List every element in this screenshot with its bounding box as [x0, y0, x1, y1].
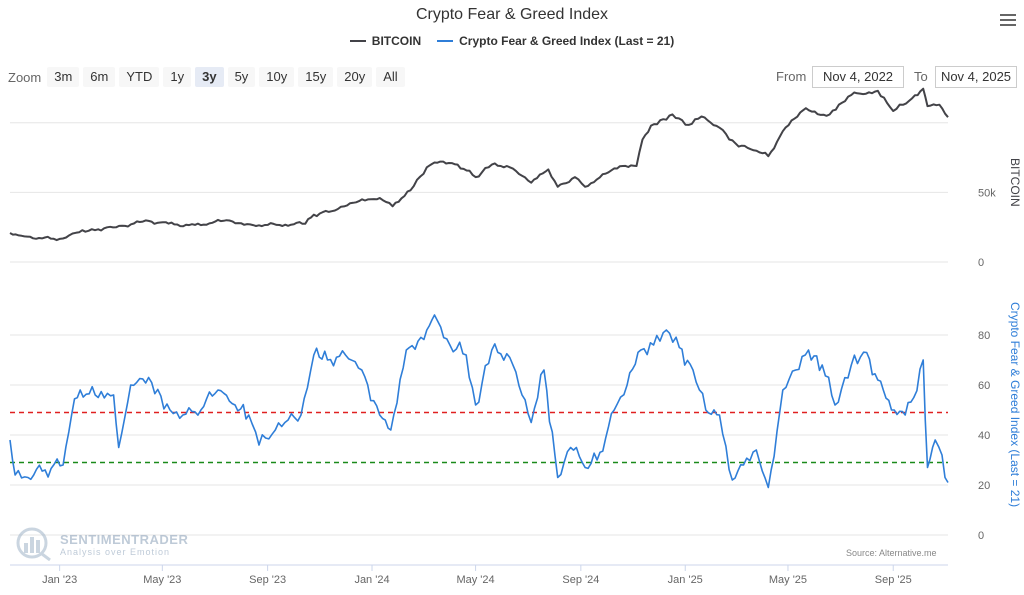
zoom-button-20y[interactable]: 20y — [337, 67, 373, 87]
source-note: Source: Alternative.me — [846, 548, 937, 558]
logo-icon — [16, 527, 51, 561]
range-from-input[interactable]: Nov 4, 2022 — [812, 66, 904, 88]
legend-item-fear-greed[interactable]: Crypto Fear & Greed Index (Last = 21) — [437, 34, 674, 48]
x-tick-label: Sep '23 — [249, 574, 286, 586]
range-to-label: To — [914, 69, 928, 84]
zoom-label: Zoom — [8, 69, 42, 85]
x-tick-label: Jan '23 — [42, 574, 77, 586]
sentimentrader-logo: SENTIMENTRADER Analysis over Emotion — [14, 527, 188, 561]
bitcoin-price-line — [9, 87, 949, 242]
zoom-button-3m[interactable]: 3m — [47, 67, 80, 87]
y-tick-label: 50k — [978, 187, 996, 199]
y-axis-title-fear-greed: Crypto Fear & Greed Index (Last = 21) — [1008, 302, 1022, 507]
legend-swatch-fear-greed — [437, 40, 454, 42]
series-lines — [9, 87, 949, 489]
range-to-input[interactable]: Nov 4, 2025 — [935, 66, 1017, 88]
chart-legend: BITCOIN Crypto Fear & Greed Index (Last … — [0, 34, 1024, 48]
zoom-button-6m[interactable]: 6m — [83, 67, 116, 87]
y-tick-label: 40 — [978, 430, 990, 442]
x-tick-label: May '24 — [456, 574, 494, 586]
zoom-button-15y[interactable]: 15y — [298, 67, 334, 87]
x-tick-label: Sep '25 — [875, 574, 912, 586]
zoom-button-all[interactable]: All — [376, 67, 405, 87]
y-tick-label: 0 — [978, 530, 984, 542]
zoom-button-1y[interactable]: 1y — [163, 67, 192, 87]
zoom-toolbar: Zoom 3m 6m YTD 1y 3y 5y 10y 15y 20y All — [8, 67, 409, 87]
x-tick-label: Jan '24 — [354, 574, 389, 586]
zoom-button-5y[interactable]: 5y — [227, 67, 256, 87]
watermark-subtitle: Analysis over Emotion — [60, 546, 171, 557]
x-tick-label: Jan '25 — [668, 574, 703, 586]
legend-item-bitcoin[interactable]: BITCOIN — [349, 34, 422, 48]
zoom-button-ytd[interactable]: YTD — [119, 67, 160, 87]
x-tick-label: May '25 — [769, 574, 807, 586]
axis-ticks: 0 50k 0 20 40 60 80 Jan '23 May '23 Sep '23 Jan '2… — [10, 187, 996, 586]
y-tick-label: 20 — [978, 480, 990, 492]
legend-label-bitcoin: BITCOIN — [371, 34, 422, 48]
y-tick-label: 0 — [978, 257, 984, 269]
reference-lines — [10, 411, 948, 464]
zoom-button-3y[interactable]: 3y — [195, 67, 224, 87]
chart-title: Crypto Fear & Greed Index — [415, 6, 609, 23]
y-axis-title-bitcoin: BITCOIN — [1008, 158, 1022, 207]
zoom-button-10y[interactable]: 10y — [259, 67, 295, 87]
grid-lines — [10, 122, 948, 536]
x-tick-label: Sep '24 — [562, 574, 599, 586]
legend-swatch-bitcoin — [349, 40, 366, 42]
x-tick-label: May '23 — [143, 574, 181, 586]
legend-label-fear-greed: Crypto Fear & Greed Index (Last = 21) — [459, 34, 675, 48]
hamburger-menu-icon[interactable] — [1000, 14, 1016, 28]
watermark-title: SENTIMENTRADER — [60, 531, 189, 547]
range-from-label: From — [776, 69, 807, 84]
y-tick-label: 80 — [978, 330, 990, 342]
fear-greed-line — [9, 314, 949, 489]
y-tick-label: 60 — [978, 380, 990, 392]
